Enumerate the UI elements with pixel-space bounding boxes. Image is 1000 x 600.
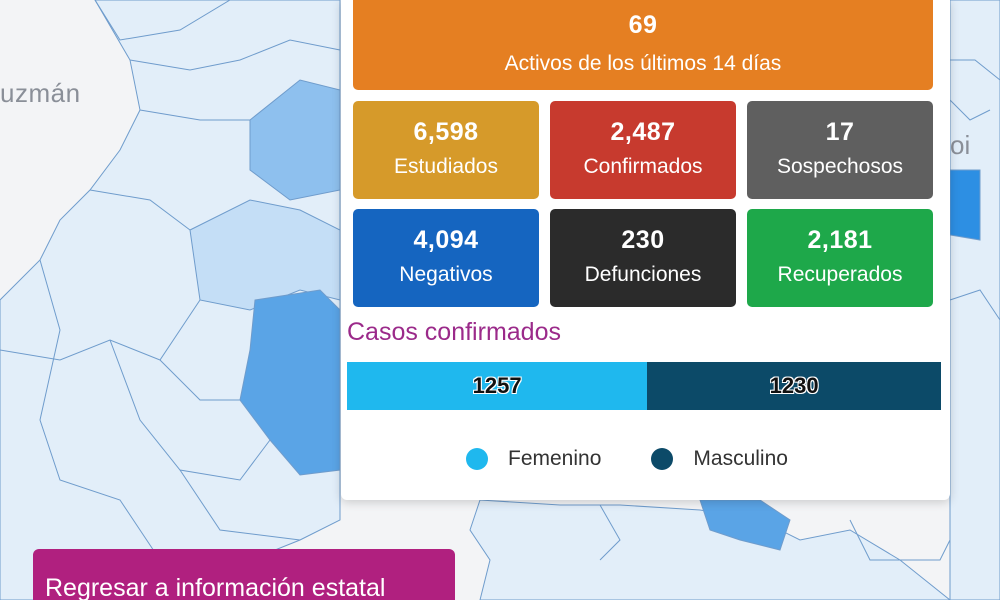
recovered-label: Recuperados	[777, 263, 903, 286]
municipality-info-panel: 69 Activos de los últimos 14 días 6,598 …	[341, 0, 950, 500]
suspected-label: Sospechosos	[776, 155, 904, 178]
legend-male-label: Masculino	[693, 447, 788, 470]
map-region-dark[interactable]	[239, 289, 341, 476]
map-region-light[interactable]	[189, 199, 341, 311]
bar-segment-male[interactable]: 1230	[647, 362, 941, 410]
legend-female-label: Femenino	[508, 447, 602, 470]
map-region-medium[interactable]	[249, 79, 341, 201]
map-place-label-left: uzmán	[0, 78, 81, 108]
map-region-bottom-dark[interactable]	[699, 499, 791, 551]
bar-segment-male-value: 1230	[769, 373, 819, 398]
recovered-value: 2,181	[807, 226, 873, 254]
deaths-label: Defunciones	[584, 263, 702, 286]
confirmed-value: 2,487	[610, 118, 676, 146]
legend-item-female[interactable]: Femenino	[466, 447, 601, 471]
suspected-card[interactable]: 17 Sospechosos	[747, 101, 933, 199]
negative-label: Negativos	[399, 263, 493, 286]
studied-label: Estudiados	[394, 155, 498, 178]
confirmed-cases-title: Casos confirmados	[347, 318, 561, 346]
suspected-value: 17	[825, 118, 855, 146]
legend-item-male[interactable]: Masculino	[651, 447, 788, 471]
map-region-right-dark[interactable]	[949, 169, 981, 241]
active-cases-label: Activos de los últimos 14 días	[504, 52, 782, 75]
studied-value: 6,598	[413, 118, 479, 146]
studied-card[interactable]: 6,598 Estudiados	[353, 101, 539, 199]
map-region-right-base[interactable]	[469, 0, 1000, 600]
deaths-value: 230	[621, 226, 665, 254]
map-place-label-right: oi	[950, 130, 971, 160]
bar-segment-female-value: 1257	[472, 373, 522, 398]
confirmed-by-sex-bar[interactable]: 1257 1230	[347, 362, 941, 410]
legend-female-dot-icon	[466, 448, 488, 470]
deaths-card[interactable]: 230 Defunciones	[550, 209, 736, 307]
recovered-card[interactable]: 2,181 Recuperados	[747, 209, 933, 307]
confirmed-label: Confirmados	[583, 155, 703, 178]
negative-card[interactable]: 4,094 Negativos	[353, 209, 539, 307]
bar-segment-female[interactable]: 1257	[347, 362, 648, 410]
legend-male-dot-icon	[651, 448, 674, 470]
active-cases-value: 69	[628, 11, 658, 39]
active-cases-card[interactable]: 69 Activos de los últimos 14 días	[353, 0, 933, 90]
sex-legend: Femenino Masculino	[466, 447, 838, 471]
back-to-state-info-button[interactable]: Regresar a información estatal	[33, 549, 455, 600]
negative-value: 4,094	[413, 226, 479, 254]
confirmed-card[interactable]: 2,487 Confirmados	[550, 101, 736, 199]
